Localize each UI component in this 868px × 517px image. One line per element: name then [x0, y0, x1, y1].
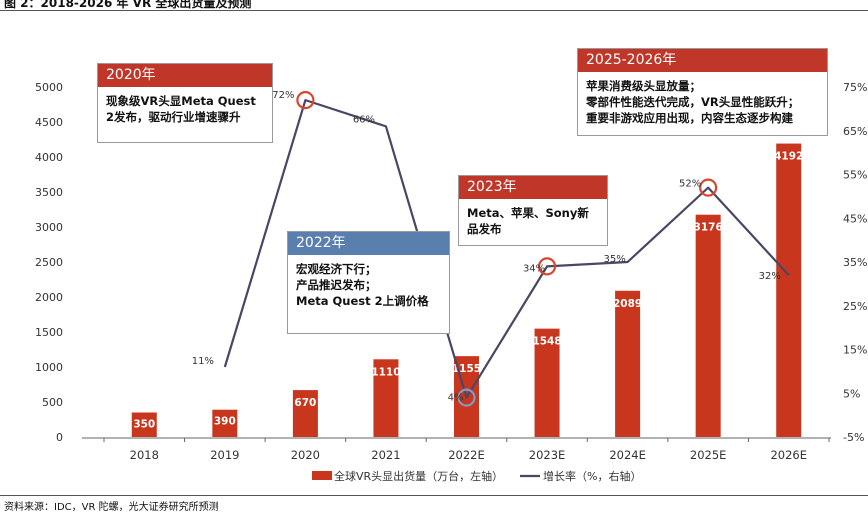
callout-2023-line: 品发布 [467, 222, 502, 236]
x-tick-label: 2019 [210, 448, 239, 462]
bar-value-label: 390 [214, 416, 236, 428]
line-value-label: 66% [353, 114, 375, 125]
x-tick-label: 2018 [130, 448, 159, 462]
growth-line [223, 99, 790, 399]
y-right-tick-label: 15% [843, 344, 867, 357]
y-left-tick-label: 2500 [35, 256, 63, 269]
y-left-tick-label: 1500 [35, 326, 63, 339]
callout-2020: 2020年 现象级VR头显Meta Quest 2发布，驱动行业增速骤升 [97, 63, 273, 143]
legend-line-label: 增长率（%，右轴） [543, 469, 641, 483]
x-tick-label: 2025E [690, 448, 727, 462]
callout-2025-year: 2025-2026年 [578, 49, 827, 72]
callout-2020-year: 2020年 [98, 64, 272, 87]
callout-2025-line: 零部件性能迭代完成，VR头显性能跃升； [586, 95, 800, 109]
title-divider [0, 10, 868, 11]
legend-bar-swatch [312, 471, 332, 480]
bar-value-label: 350 [133, 419, 155, 431]
x-tick-label: 2026E [770, 448, 807, 462]
source-note: 资料来源：IDC，VR 陀螺，光大证券研究所预测 [4, 502, 219, 513]
y-left-tick-label: 500 [42, 396, 63, 409]
bar-value-label: 3176 [694, 222, 723, 234]
bar-2019 [212, 409, 238, 437]
x-tick-label: 2024E [609, 448, 646, 462]
bar-2018 [131, 412, 157, 437]
x-tick-label: 2020 [291, 448, 320, 462]
y-left-tick-label: 4000 [35, 151, 63, 164]
y-right-tick-label: 45% [843, 212, 867, 225]
line-value-label: 11% [192, 356, 214, 367]
bar-2026E [776, 143, 802, 437]
callout-2023-body: Meta、苹果、Sony新 品发布 [459, 199, 607, 243]
callout-2023-year: 2023年 [459, 176, 607, 199]
bar-value-label: 1110 [371, 366, 400, 378]
y-right-tick-label: 65% [843, 125, 867, 138]
line-value-label: 4% [448, 393, 464, 404]
y-left-tick-label: 3500 [35, 186, 63, 199]
x-tick-label: 2021 [371, 448, 400, 462]
line-value-label: 52% [679, 179, 701, 190]
callout-2025-line: 重要非游戏应用出现，内容生态逐步构建 [586, 111, 793, 125]
y-right-tick-label: 5% [843, 387, 860, 400]
bar-value-label: 4192 [774, 151, 803, 163]
x-tick-label: 2023E [529, 448, 566, 462]
figure-title: 图 2：2018-2026 年 VR 全球出货量及预测 [4, 0, 252, 10]
source-divider [0, 495, 868, 496]
y-left-tick-label: 4500 [35, 116, 63, 129]
line-value-label: 34% [523, 263, 545, 274]
line-value-label: 32% [759, 271, 781, 282]
y-right-tick-label: 35% [843, 256, 867, 269]
y-left-tick-label: 2000 [35, 291, 63, 304]
line-value-label: 72% [272, 90, 294, 101]
bar-2023E [534, 328, 560, 437]
callout-2022-line: 产品推迟发布； [296, 278, 377, 292]
callout-2022-line: 宏观经济下行； [296, 262, 377, 276]
bar-value-label: 2089 [613, 298, 642, 310]
y-right-tick-label: 25% [843, 300, 867, 313]
callout-2025-body: 苹果消费级头显放量； 零部件性能迭代完成，VR头显性能跃升； 重要非游戏应用出现… [578, 72, 827, 132]
callout-2020-line: 2发布，驱动行业增速骤升 [106, 110, 241, 124]
y-left-tick-label: 0 [56, 431, 63, 444]
callout-2022-body: 宏观经济下行； 产品推迟发布； Meta Quest 2上调价格 [288, 255, 449, 315]
callout-2023: 2023年 Meta、苹果、Sony新 品发布 [458, 175, 608, 246]
bar-2021 [373, 359, 399, 437]
bar-2020 [292, 390, 318, 437]
callout-2025-2026: 2025-2026年 苹果消费级头显放量； 零部件性能迭代完成，VR头显性能跃升… [577, 48, 828, 136]
callout-2022: 2022年 宏观经济下行； 产品推迟发布； Meta Quest 2上调价格 [287, 231, 450, 334]
callout-2022-line: Meta Quest 2上调价格 [296, 294, 429, 308]
y-right-tick-label: -5% [843, 431, 864, 444]
bar-value-label: 1548 [532, 336, 561, 348]
y-left-tick-label: 3000 [35, 221, 63, 234]
bar-2025E [695, 214, 721, 437]
callout-2022-year: 2022年 [288, 232, 449, 255]
y-left-tick-label: 5000 [35, 81, 63, 94]
highlight-marker-2023E [537, 257, 557, 276]
y-right-tick-label: 75% [843, 81, 867, 94]
x-tick-label: 2022E [448, 448, 485, 462]
y-left-tick-label: 1000 [35, 361, 63, 374]
bar-value-label: 670 [294, 397, 316, 409]
highlight-marker-2020 [296, 91, 315, 110]
callout-2020-body: 现象级VR头显Meta Quest 2发布，驱动行业增速骤升 [98, 87, 272, 131]
callout-2025-line: 苹果消费级头显放量； [586, 79, 701, 93]
line-value-label: 35% [603, 254, 625, 265]
bar-2024E [615, 290, 641, 437]
highlight-marker-2022E [457, 388, 476, 407]
legend-bar-label: 全球VR头显出货量（万台，左轴） [334, 469, 503, 483]
y-right-tick-label: 55% [843, 169, 867, 182]
highlight-marker-2025E [699, 178, 718, 197]
callout-2023-line: Meta、苹果、Sony新 [467, 206, 589, 220]
callout-2020-line: 现象级VR头显Meta Quest [106, 94, 256, 108]
